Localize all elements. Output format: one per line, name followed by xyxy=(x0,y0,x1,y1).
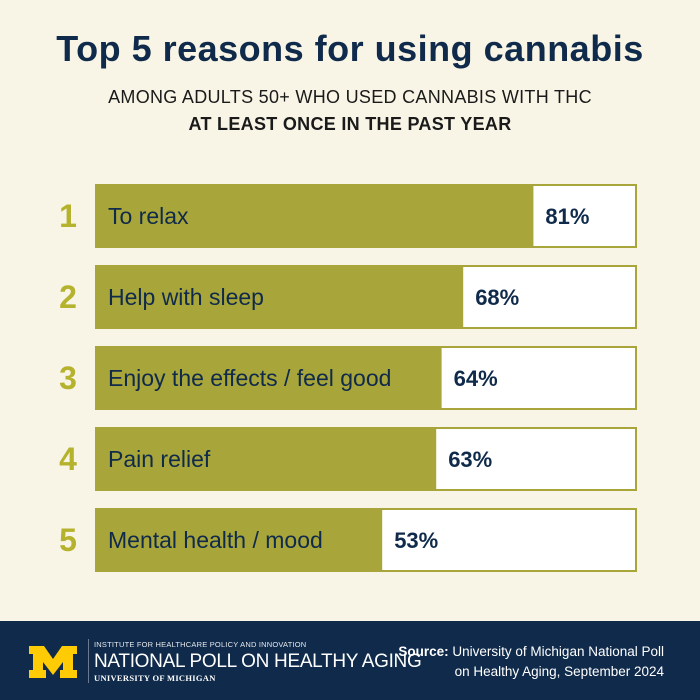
bar xyxy=(96,347,442,409)
chart-subtitle-line-1: AMONG ADULTS 50+ WHO USED CANNABIS WITH … xyxy=(108,87,592,107)
university-m-logo-icon xyxy=(29,646,77,678)
bar-value-label: 68% xyxy=(475,285,519,310)
poll-name: NATIONAL POLL ON HEALTHY AGING xyxy=(94,651,422,672)
bar-category-label: Enjoy the effects / feel good xyxy=(108,365,391,391)
institute-name: INSTITUTE FOR HEALTHCARE POLICY AND INNO… xyxy=(94,640,307,649)
rank-number: 2 xyxy=(59,279,77,315)
bar-value-label: 64% xyxy=(454,366,498,391)
source-text: University of Michigan National Poll on … xyxy=(448,644,664,679)
source-label: Source: xyxy=(398,644,449,659)
rank-number: 5 xyxy=(59,522,77,558)
bar xyxy=(96,428,437,490)
bar-category-label: Mental health / mood xyxy=(108,527,323,553)
rank-number: 3 xyxy=(59,360,77,396)
bar-category-label: Help with sleep xyxy=(108,284,264,310)
rank-number: 4 xyxy=(59,441,77,477)
chart-title: Top 5 reasons for using cannabis xyxy=(56,28,644,69)
bar-category-label: To relax xyxy=(108,203,189,229)
rank-number: 1 xyxy=(59,198,77,234)
logo-divider xyxy=(88,639,89,683)
bar xyxy=(96,509,383,571)
bar-chart: 1 To relax 81% 2 Help with sleep 68% 3 Enjoy th… xyxy=(59,184,637,572)
bar xyxy=(96,266,464,328)
bar-value-label: 81% xyxy=(545,204,589,229)
footer: INSTITUTE FOR HEALTHCARE POLICY AND INNO… xyxy=(0,621,700,700)
bar-category-label: Pain relief xyxy=(108,446,211,472)
chart-subtitle-line-2: AT LEAST ONCE IN THE PAST YEAR xyxy=(188,114,512,134)
university-name: UNIVERSITY OF MICHIGAN xyxy=(94,673,216,683)
source-note: Source: University of Michigan National … xyxy=(384,642,664,682)
bar xyxy=(96,185,534,247)
bar-value-label: 63% xyxy=(448,447,492,472)
bar-value-label: 53% xyxy=(394,528,438,553)
